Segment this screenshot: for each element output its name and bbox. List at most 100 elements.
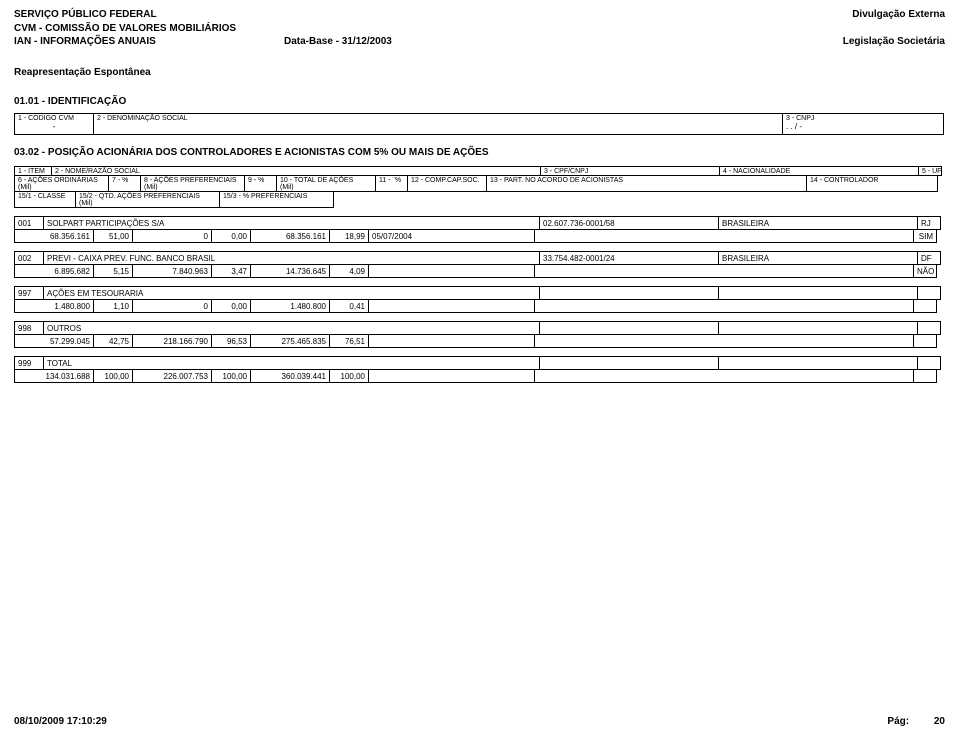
header-left-3: IAN - INFORMAÇÕES ANUAIS — [14, 35, 284, 49]
data-block: 999TOTAL134.031.688100,00226.007.753100,… — [14, 356, 945, 383]
lbl-tot: 10 - TOTAL DE AÇÕES (Mil) — [276, 175, 376, 192]
cell-ctrl — [913, 299, 937, 313]
cell-item: 002 — [14, 251, 44, 265]
cell-uf — [917, 286, 941, 300]
cell-item: 999 — [14, 356, 44, 370]
row-line-1: 999TOTAL — [14, 356, 945, 370]
cell-date — [368, 299, 535, 313]
lbl-qtd: 15/2 - QTD. AÇÕES PREFERENCIAIS (Mil) — [75, 191, 220, 208]
cell-cpf: 02.607.736-0001/58 — [539, 216, 719, 230]
cell-ordp: 5,15 — [93, 264, 133, 278]
cell-name: SOLPART PARTICIPAÇÕES S/A — [43, 216, 540, 230]
cell-part — [534, 229, 914, 243]
value-codigo-cvm: - — [15, 122, 93, 134]
cell-tot: 360.039.441 — [250, 369, 330, 383]
cell-nac — [718, 286, 918, 300]
cell-date — [368, 369, 535, 383]
value-cnpj: . . / - — [783, 122, 943, 134]
labels-row-3: 15/1 - CLASSE 15/2 - QTD. AÇÕES PREFEREN… — [14, 191, 945, 208]
cell-item: 998 — [14, 321, 44, 335]
field-denominacao: 2 - DENOMINAÇÃO SOCIAL — [93, 113, 783, 135]
lbl-prefp: 9 - % — [244, 175, 277, 192]
cell-ord: 1.480.800 — [14, 299, 94, 313]
row-line-2: 6.895.6825,157.840.9633,4714.736.6454,09… — [14, 264, 945, 278]
header-right-1: Divulgação Externa — [852, 8, 945, 22]
cell-part — [534, 299, 914, 313]
lbl-totp: 11 - ¨% — [375, 175, 408, 192]
cell-cpf — [539, 286, 719, 300]
row-line-1: 997AÇÕES EM TESOURARIA — [14, 286, 945, 300]
row-line-1: 001SOLPART PARTICIPAÇÕES S/A02.607.736-0… — [14, 216, 945, 230]
row-line-2: 57.299.04542,75218.166.79096,53275.465.8… — [14, 334, 945, 348]
cell-date — [368, 334, 535, 348]
lbl-qtd-text: 15/2 - QTD. AÇÕES PREFERENCIAIS (Mil) — [76, 192, 219, 207]
cell-name: OUTROS — [43, 321, 540, 335]
cell-prefp: 3,47 — [211, 264, 251, 278]
lbl-ctrl: 14 - CONTROLADOR — [806, 175, 938, 192]
cell-prefp: 100,00 — [211, 369, 251, 383]
cell-name: TOTAL — [43, 356, 540, 370]
cell-tot: 14.736.645 — [250, 264, 330, 278]
label-cnpj: 3 - CNPJ — [783, 114, 943, 122]
cell-uf: DF — [917, 251, 941, 265]
row-line-2: 68.356.16151,0000,0068.356.16118,9905/07… — [14, 229, 945, 243]
section-posicao: 03.02 - POSIÇÃO ACIONÁRIA DOS CONTROLADO… — [14, 147, 945, 158]
cell-ordp: 1,10 — [93, 299, 133, 313]
lbl-pref: 8 - AÇÕES PREFERENCIAIS (Mil) — [140, 175, 245, 192]
lbl-pref-text: 8 - AÇÕES PREFERENCIAIS (Mil) — [141, 176, 244, 191]
labels-row-2: 6 - AÇÕES ORDINÁRIAS (Mil) 7 - % 8 - AÇÕ… — [14, 175, 945, 192]
row-line-1: 998OUTROS — [14, 321, 945, 335]
cell-ctrl: SIM — [913, 229, 937, 243]
cell-pref: 7.840.963 — [132, 264, 212, 278]
page-footer: 08/10/2009 17:10:29 Pág: 20 — [14, 716, 945, 727]
ident-row: 1 - CÓDIGO CVM - 2 - DENOMINAÇÃO SOCIAL … — [14, 113, 945, 135]
cell-nac — [718, 321, 918, 335]
cell-totp: 100,00 — [329, 369, 369, 383]
header-row-1: SERVIÇO PÚBLICO FEDERAL Divulgação Exter… — [14, 8, 945, 22]
header-left-2: CVM - COMISSÃO DE VALORES MOBILIÁRIOS — [14, 22, 236, 36]
cell-pref: 218.166.790 — [132, 334, 212, 348]
lbl-pct-text: 15/3 - % PREFERENCIAIS — [220, 192, 333, 200]
lbl-name-text: 2 - NOME/RAZÃO SOCIAL — [52, 167, 540, 175]
lbl-uf-text: 5 - UF — [919, 167, 941, 175]
cell-ord: 68.356.161 — [14, 229, 94, 243]
cell-tot: 1.480.800 — [250, 299, 330, 313]
header-row-3: IAN - INFORMAÇÕES ANUAIS Data-Base - 31/… — [14, 35, 945, 49]
lbl-ord-text: 6 - AÇÕES ORDINÁRIAS (Mil) — [15, 176, 108, 191]
lbl-part-text: 13 - PART. NO ACORDO DE ACIONISTAS — [487, 176, 806, 184]
cell-part — [534, 369, 914, 383]
cell-nac: BRASILEIRA — [718, 216, 918, 230]
cell-date: 05/07/2004 — [368, 229, 535, 243]
cell-cpf — [539, 321, 719, 335]
cell-name: AÇÕES EM TESOURARIA — [43, 286, 540, 300]
header-row-2: CVM - COMISSÃO DE VALORES MOBILIÁRIOS — [14, 22, 945, 36]
row-line-1: 002PREVI - CAIXA PREV. FUNC. BANCO BRASI… — [14, 251, 945, 265]
cell-ordp: 42,75 — [93, 334, 133, 348]
lbl-part: 13 - PART. NO ACORDO DE ACIONISTAS — [486, 175, 807, 192]
cell-cpf: 33.754.482-0001/24 — [539, 251, 719, 265]
field-cnpj: 3 - CNPJ . . / - — [782, 113, 944, 135]
reapresentacao: Reapresentação Espontânea — [14, 67, 945, 78]
cell-prefp: 0,00 — [211, 299, 251, 313]
data-block: 998OUTROS57.299.04542,75218.166.79096,53… — [14, 321, 945, 348]
header-right-3: Legislação Societária — [843, 35, 945, 49]
lbl-comp: 12 - COMP.CAP.SOC. — [407, 175, 487, 192]
lbl-classe-text: 15/1 - CLASSE — [15, 192, 75, 200]
footer-page-number: 20 — [934, 716, 945, 727]
cell-totp: 4,09 — [329, 264, 369, 278]
lbl-nac-text: 4 - NACIONALIDADE — [720, 167, 918, 175]
cell-pref: 226.007.753 — [132, 369, 212, 383]
cell-prefp: 0,00 — [211, 229, 251, 243]
lbl-cpf-text: 3 - CPF/CNPJ — [541, 167, 719, 175]
data-block: 001SOLPART PARTICIPAÇÕES S/A02.607.736-0… — [14, 216, 945, 243]
cell-ctrl — [913, 334, 937, 348]
value-denominacao — [94, 122, 782, 134]
data-block: 002PREVI - CAIXA PREV. FUNC. BANCO BRASI… — [14, 251, 945, 278]
cell-uf — [917, 321, 941, 335]
cell-totp: 18,99 — [329, 229, 369, 243]
label-denominacao: 2 - DENOMINAÇÃO SOCIAL — [94, 114, 782, 122]
row-line-2: 134.031.688100,00226.007.753100,00360.03… — [14, 369, 945, 383]
cell-tot: 68.356.161 — [250, 229, 330, 243]
cell-item: 001 — [14, 216, 44, 230]
cell-ctrl: NÃO — [913, 264, 937, 278]
